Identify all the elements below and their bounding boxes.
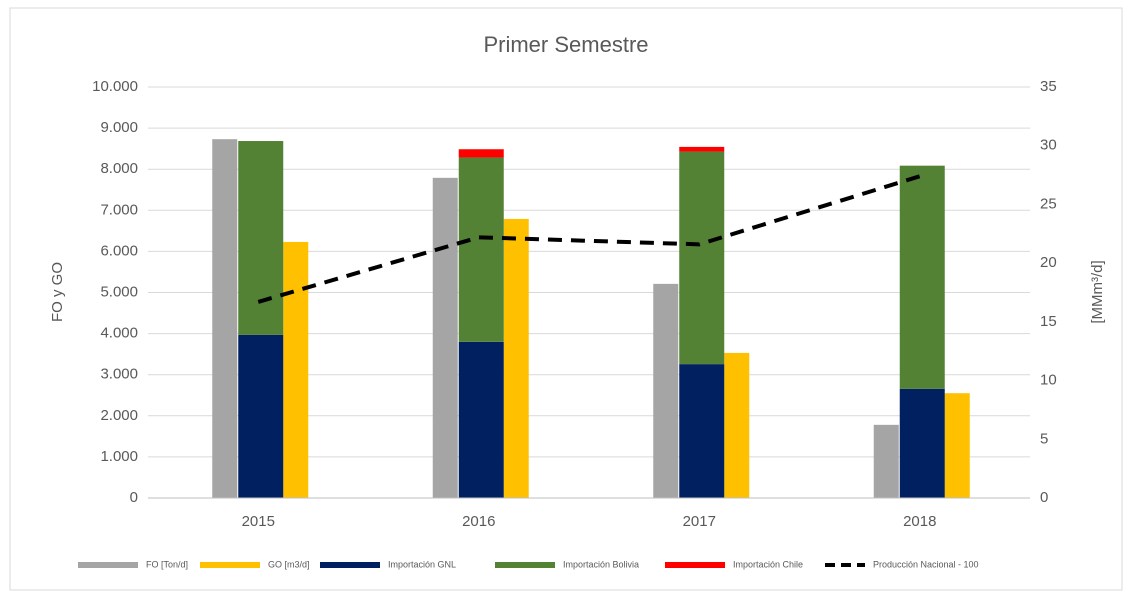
bar [944, 393, 970, 498]
stacked-bar-segment [238, 141, 284, 335]
legend-label: Producción Nacional - 100 [873, 559, 979, 569]
y2-tick-label: 10 [1040, 372, 1057, 389]
line-series [257, 174, 921, 304]
y2-tick-label: 0 [1040, 489, 1048, 506]
stacked-bar-segment [458, 157, 504, 342]
x-tick-label: 2016 [462, 513, 495, 530]
chart-frame [9, 7, 1123, 591]
y-tick-label: 0 [130, 489, 138, 506]
bar [724, 352, 750, 498]
stacked-bar-segment [679, 364, 725, 498]
legend-swatch [200, 562, 260, 568]
y2-tick-label: 20 [1040, 254, 1057, 271]
stacked-bar-segment [458, 149, 504, 158]
legend-swatch [78, 562, 138, 568]
legend-swatch [495, 562, 555, 568]
legend-label: Importación GNL [388, 559, 456, 569]
y2-tick-label: 35 [1040, 78, 1057, 95]
y2-tick-label: 15 [1040, 313, 1057, 330]
y2-axis-label: [MMm³/d] [1089, 260, 1106, 323]
y-tick-label: 2.000 [100, 407, 138, 424]
legend-swatch [665, 562, 725, 568]
y2-tick-label: 25 [1040, 195, 1057, 212]
y2-tick-label: 30 [1040, 137, 1057, 154]
stacked-bar-segment [899, 165, 945, 389]
bar [212, 139, 238, 498]
y-tick-label: 1.000 [100, 448, 138, 465]
y-axis-label: FO y GO [49, 262, 66, 322]
stacked-bar-segment [679, 146, 725, 152]
x-tick-label: 2018 [903, 513, 936, 530]
y-tick-label: 9.000 [100, 119, 138, 136]
y-tick-label: 3.000 [100, 366, 138, 383]
y-tick-label: 5.000 [100, 283, 138, 300]
y-tick-label: 4.000 [100, 325, 138, 342]
stacked-bar-segment [238, 334, 284, 498]
y-tick-label: 8.000 [100, 160, 138, 177]
bar [432, 177, 458, 498]
x-tick-label: 2017 [683, 513, 716, 530]
bar [653, 283, 679, 498]
legend-label: Importación Bolivia [563, 559, 639, 569]
y-tick-label: 10.000 [92, 78, 138, 95]
y2-tick-label: 5 [1040, 430, 1048, 447]
stacked-bar-segment [899, 388, 945, 498]
y-tick-label: 6.000 [100, 242, 138, 259]
bar [873, 424, 899, 498]
chart-title: Primer Semestre [483, 32, 648, 57]
stacked-bar-segment [679, 151, 725, 365]
legend-label: FO [Ton/d] [146, 559, 188, 569]
legend-swatch [320, 562, 380, 568]
bar [503, 218, 529, 498]
y-tick-label: 7.000 [100, 201, 138, 218]
bar [283, 241, 309, 498]
x-tick-label: 2015 [242, 513, 275, 530]
stacked-bar-segment [458, 341, 504, 498]
legend-label: GO [m3/d] [268, 559, 310, 569]
legend-label: Importación Chile [733, 559, 803, 569]
